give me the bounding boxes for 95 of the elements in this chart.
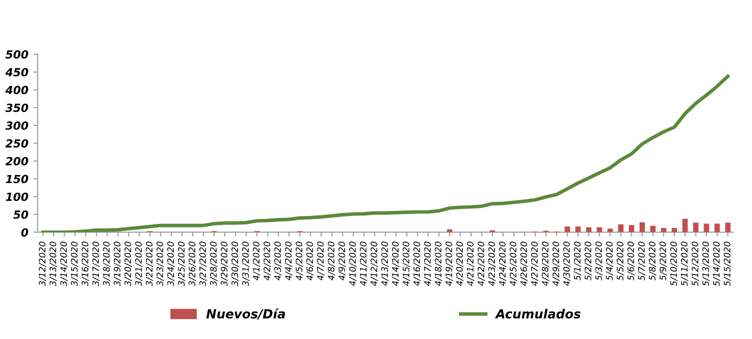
y-tick-label: 100 [6, 192, 28, 201]
y-tick-label: 150 [6, 174, 28, 184]
x-tick-label: 4/24/2020 [499, 242, 506, 286]
x-tick-label: 3/28/2020 [210, 242, 218, 286]
y-tick-label: 500 [6, 50, 28, 59]
y-tick-label: 250 [5, 139, 28, 148]
y-tick-label: 400 [5, 86, 28, 94]
y-tick-label: 0 [21, 228, 28, 237]
x-tick-label: 3/16/2020 [82, 242, 89, 286]
y-tick-label: 50 [13, 210, 28, 219]
x-tick-label: 5/6/2020 [627, 242, 635, 280]
x-tick-label: 4/27/2020 [531, 242, 538, 286]
x-tick-label: 3/21/2020 [135, 242, 142, 286]
x-tick-label: 4/19/2020 [446, 242, 453, 286]
bar [607, 228, 613, 232]
x-tick-label: 3/24/2020 [167, 242, 175, 286]
x-tick-label: 3/26/2020 [188, 242, 196, 286]
bar [693, 222, 698, 232]
x-tick-label: 4/23/2020 [488, 242, 496, 286]
bar [596, 227, 602, 232]
x-tick-label: 3/13/2020 [50, 242, 57, 286]
x-tick-label: 4/5/2020 [296, 242, 304, 280]
x-tick-label: 4/8/2020 [328, 242, 336, 280]
x-tick-label: 5/2/2020 [584, 242, 592, 280]
y-tick-label: 300 [5, 121, 28, 130]
x-tick-label: 5/10/2020 [670, 242, 678, 286]
x-tick-label: 4/9/2020 [338, 242, 346, 280]
x-tick-label: 3/30/2020 [232, 242, 239, 286]
x-tick-label: 4/21/2020 [466, 242, 474, 286]
y-tick-label: 450 [5, 68, 28, 76]
x-tick-label: 5/15/2020 [724, 242, 732, 286]
x-tick-label: 4/10/2020 [349, 242, 357, 286]
legend-label: Acumulados [494, 308, 581, 319]
x-tick-label: 3/22/2020 [146, 242, 154, 286]
x-tick-label: 4/25/2020 [510, 242, 518, 286]
x-tick-label: 4/18/2020 [434, 242, 442, 286]
x-tick-label: 5/12/2020 [692, 242, 699, 286]
bar [446, 229, 452, 232]
x-tick-label: 3/20/2020 [124, 242, 132, 286]
x-tick-label: 5/14/2020 [713, 242, 720, 286]
x-tick-label: 4/29/2020 [552, 242, 560, 286]
x-tick-label: 3/14/2020 [60, 242, 68, 286]
x-tick-label: 3/25/2020 [178, 242, 186, 286]
x-tick-label: 3/19/2020 [114, 242, 122, 286]
x-tick-label: 3/17/2020 [92, 242, 100, 286]
x-tick-label: 4/13/2020 [381, 242, 389, 286]
bar [586, 227, 592, 232]
x-tick-label: 5/4/2020 [606, 242, 614, 280]
x-tick-label: 3/27/2020 [199, 242, 207, 286]
x-tick-label: 5/1/2020 [574, 242, 582, 280]
bar [660, 228, 666, 232]
x-tick-label: 4/20/2020 [456, 242, 464, 286]
x-tick-label: 4/26/2020 [520, 242, 528, 286]
x-tick-label: 3/12/2020 [38, 242, 46, 286]
x-tick-label: 4/15/2020 [402, 242, 410, 286]
x-tick-label: 4/28/2020 [542, 242, 550, 286]
x-tick-label: 5/3/2020 [595, 242, 603, 280]
x-tick-label: 4/16/2020 [413, 242, 421, 286]
x-tick-label: 4/4/2020 [285, 242, 292, 280]
x-tick-label: 3/15/2020 [70, 242, 78, 286]
x-tick-label: 3/18/2020 [103, 242, 110, 286]
bar [575, 226, 581, 232]
x-tick-label: 3/31/2020 [242, 242, 250, 286]
x-tick-label: 5/13/2020 [702, 242, 710, 286]
x-tick-label: 3/23/2020 [156, 242, 164, 286]
x-tick-label: 4/2/2020 [264, 242, 271, 280]
bar [640, 222, 645, 232]
line-series [41, 74, 730, 232]
bar [672, 228, 678, 232]
x-tick-label: 4/1/2020 [252, 242, 260, 280]
x-tick-label: 4/17/2020 [424, 242, 432, 286]
legend-label: Nuevos/Día [206, 308, 285, 320]
x-tick-label: 4/3/2020 [274, 242, 282, 280]
x-tick-label: 5/7/2020 [638, 242, 646, 280]
x-tick-label: 5/5/2020 [616, 242, 624, 280]
x-tick-label: 4/7/2020 [317, 242, 324, 280]
x-tick-label: 4/22/2020 [478, 242, 485, 286]
x-tick-label: 4/30/2020 [563, 242, 571, 286]
bar [564, 226, 570, 232]
x-tick-label: 5/11/2020 [680, 242, 688, 286]
bar [618, 224, 624, 232]
x-tick-label: 4/11/2020 [360, 242, 368, 286]
bar [682, 218, 688, 232]
bar [725, 222, 731, 232]
y-tick-label: 200 [5, 157, 28, 166]
x-tick-label: 4/6/2020 [306, 242, 314, 280]
x-tick-label: 3/29/2020 [220, 242, 228, 286]
x-tick-label: 5/9/2020 [660, 242, 667, 280]
x-tick-label: 5/8/2020 [648, 242, 656, 280]
y-tick-label: 350 [5, 104, 28, 112]
bar [628, 225, 634, 232]
x-tick-label: 4/12/2020 [370, 242, 378, 286]
bar [714, 224, 720, 232]
bar [704, 224, 710, 232]
x-tick-label: 4/14/2020 [392, 242, 400, 286]
